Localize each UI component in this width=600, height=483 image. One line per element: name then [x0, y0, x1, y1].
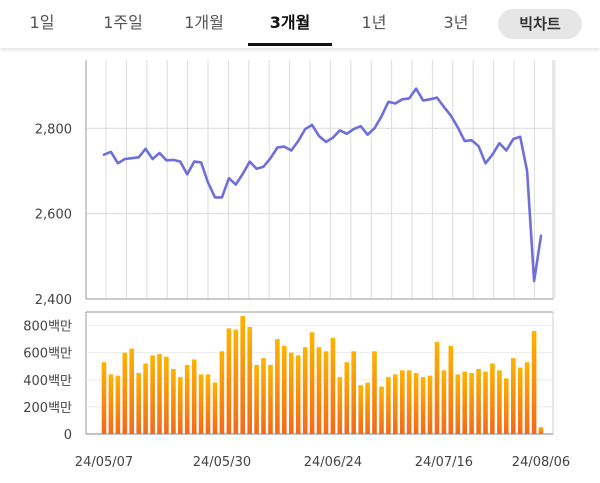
price-ytick-label: 2,800	[35, 122, 72, 137]
date-axis: 24/05/07 24/05/30 24/06/24 24/07/16 24/08/06	[75, 455, 570, 470]
volume-bar	[184, 364, 190, 434]
volume-bar	[219, 351, 225, 434]
tab-1-year[interactable]: 1년	[361, 13, 387, 32]
volume-ytick-label: 200백만	[23, 401, 72, 416]
volume-bar	[524, 362, 530, 434]
volume-bar	[191, 359, 197, 434]
volume-bar	[455, 374, 461, 434]
volume-bar	[136, 373, 141, 434]
volume-bar	[406, 370, 412, 434]
volume-bar	[289, 352, 294, 434]
volume-bar	[434, 341, 440, 434]
volume-bar	[275, 339, 280, 434]
price-chart-panel: 2,800 2,600 2,400	[35, 60, 556, 308]
volume-bar	[476, 368, 481, 434]
volume-bar	[427, 375, 433, 434]
date-tick-label: 24/05/30	[193, 455, 251, 470]
volume-bar	[448, 345, 454, 434]
volume-bar	[358, 385, 363, 434]
volume-bar	[497, 370, 502, 434]
volume-bar	[309, 332, 315, 434]
volume-bar	[344, 362, 350, 434]
tab-3-years[interactable]: 3년	[443, 13, 469, 32]
volume-bar	[164, 356, 169, 434]
volume-bar	[337, 377, 343, 434]
tab-1-day[interactable]: 1일	[29, 13, 55, 32]
volume-bar	[531, 331, 537, 434]
volume-bar	[372, 351, 377, 434]
volume-bar	[150, 355, 155, 434]
volume-bar	[122, 352, 128, 434]
volume-bar	[268, 364, 273, 434]
tab-1-month[interactable]: 1개월	[184, 13, 224, 32]
volume-bar	[226, 328, 232, 434]
volume-bar	[129, 348, 134, 434]
volume-bar	[101, 362, 107, 434]
volume-bar	[295, 355, 301, 434]
volume-ytick-label: 400백만	[23, 374, 72, 389]
volume-bar	[171, 368, 176, 434]
date-tick-label: 24/06/24	[304, 455, 362, 470]
volume-bar	[420, 377, 426, 434]
volume-bar	[393, 374, 398, 434]
volume-bar	[386, 377, 391, 434]
volume-bar	[511, 358, 516, 434]
tab-3-months[interactable]: 3개월	[269, 13, 311, 32]
volume-bar	[302, 347, 308, 434]
volume-bar	[233, 329, 239, 434]
volume-ytick-label: 800백만	[23, 320, 72, 335]
volume-bar	[365, 382, 370, 434]
volume-bar	[483, 371, 488, 434]
volume-chart-panel: 800백만 600백만 400백만 200백만 0	[23, 311, 554, 443]
volume-bar	[413, 373, 419, 434]
volume-bar	[323, 351, 329, 434]
volume-bar	[282, 345, 287, 434]
volume-bar	[115, 375, 121, 434]
volume-bar	[261, 358, 266, 434]
price-series-line	[102, 87, 543, 283]
volume-bar	[205, 374, 211, 434]
volume-bar	[462, 371, 467, 434]
stock-chart: 2,800 2,600 2,400 800백만 600백만 400백만 200백만 0 24…	[23, 60, 570, 470]
volume-bar	[198, 374, 204, 434]
volume-bar	[157, 354, 162, 434]
date-tick-label: 24/08/06	[512, 455, 570, 470]
volume-bar	[212, 382, 218, 434]
price-ytick-label: 2,600	[35, 208, 72, 223]
volume-bar	[108, 374, 114, 434]
volume-bar	[316, 347, 322, 434]
period-tab-bar: 1일 1주일 1개월 3개월 1년 3년 빅차트	[0, 0, 600, 48]
volume-bar	[247, 326, 252, 434]
volume-bar	[538, 427, 544, 434]
volume-bar	[254, 364, 259, 434]
volume-bar	[178, 377, 183, 434]
price-ytick-label: 2,400	[35, 293, 72, 308]
active-tab-indicator	[248, 43, 332, 46]
volume-bar	[379, 386, 384, 434]
date-tick-label: 24/07/16	[415, 455, 473, 470]
volume-bar	[504, 378, 509, 434]
volume-bar	[469, 373, 474, 434]
volume-bar	[143, 363, 148, 434]
volume-bar	[351, 351, 356, 434]
volume-bar	[517, 367, 523, 434]
volume-bar	[400, 370, 405, 434]
volume-bar	[240, 316, 245, 434]
volume-bar	[490, 363, 495, 434]
bigchart-button[interactable]: 빅차트	[498, 9, 582, 39]
volume-ytick-label: 600백만	[23, 347, 72, 362]
volume-bar	[441, 370, 447, 434]
tab-1-week[interactable]: 1주일	[103, 13, 143, 32]
volume-ytick-label: 0	[64, 428, 72, 443]
date-tick-label: 24/05/07	[75, 455, 133, 470]
volume-bar	[330, 337, 336, 434]
